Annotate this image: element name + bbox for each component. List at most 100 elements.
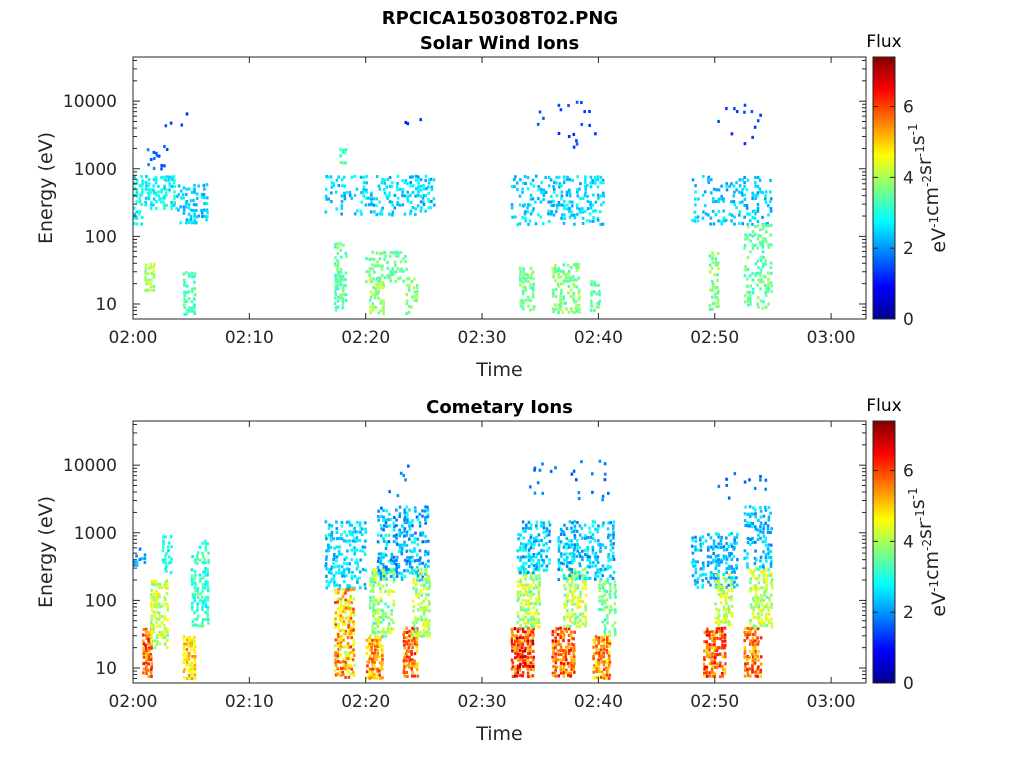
flux-cell: [728, 212, 731, 216]
flux-cell: [724, 579, 728, 583]
flux-cell: [161, 549, 165, 553]
flux-cell: [135, 191, 139, 195]
flux-cell: [513, 648, 517, 652]
flux-cell: [575, 100, 579, 104]
flux-cell: [595, 663, 598, 667]
flux-cell: [719, 545, 723, 549]
flux-cell: [150, 272, 153, 276]
flux-cell: [610, 608, 614, 612]
flux-cell: [554, 181, 558, 185]
flux-cell: [149, 620, 153, 624]
flux-cell: [572, 637, 575, 641]
flux-cell: [377, 615, 381, 619]
flux-cell: [754, 643, 758, 647]
colorbar-label: eV-1cm-2sr-1s-1: [906, 123, 950, 252]
flux-cell: [153, 602, 156, 606]
flux-cell: [568, 587, 572, 591]
flux-cell: [559, 304, 562, 308]
flux-cell: [592, 666, 596, 670]
flux-cell: [519, 558, 522, 562]
flux-cell: [196, 614, 200, 618]
flux-cell: [542, 193, 546, 197]
flux-cell: [769, 562, 773, 566]
flux-cell: [427, 622, 430, 626]
flux-cell: [368, 203, 371, 207]
flux-cell: [762, 514, 766, 518]
flux-cell: [335, 559, 338, 563]
flux-cell: [344, 622, 347, 626]
flux-cell: [749, 603, 753, 607]
flux-cell: [547, 175, 551, 179]
flux-cell: [152, 626, 156, 630]
flux-cell: [762, 550, 765, 554]
flux-cell: [576, 605, 579, 609]
flux-cell: [394, 250, 398, 254]
flux-cell: [415, 649, 419, 653]
flux-cell: [545, 542, 548, 546]
flux-cell: [609, 557, 613, 561]
flux-cell: [349, 612, 352, 616]
flux-cell: [722, 197, 725, 201]
flux-cell: [200, 195, 204, 199]
flux-cell: [430, 188, 434, 192]
flux-cell: [717, 304, 720, 308]
flux-cell: [538, 596, 541, 600]
flux-cell: [519, 673, 522, 677]
flux-cell: [382, 567, 385, 571]
flux-cell: [717, 582, 721, 586]
flux-cell: [153, 639, 156, 643]
x-tick-label: 02:40: [574, 328, 623, 348]
flux-cell: [764, 290, 767, 294]
flux-cell: [195, 192, 199, 196]
flux-cell: [334, 663, 338, 667]
flux-cell: [153, 598, 157, 602]
flux-cell: [561, 213, 564, 217]
flux-cell: [158, 605, 162, 609]
flux-cell: [597, 667, 601, 671]
flux-cell: [385, 583, 388, 587]
flux-cell: [420, 608, 423, 612]
flux-cell: [510, 627, 514, 631]
flux-cell: [569, 615, 572, 619]
flux-cell: [743, 649, 747, 653]
flux-cell: [560, 552, 563, 556]
flux-cell: [411, 568, 414, 572]
flux-cell: [381, 286, 385, 290]
flux-cell: [756, 599, 760, 603]
flux-cell: [163, 642, 167, 646]
flux-cell: [518, 222, 522, 226]
flux-cell: [155, 592, 158, 596]
flux-cell: [762, 577, 766, 581]
flux-cell: [738, 213, 741, 217]
flux-cell: [339, 653, 342, 657]
flux-cell: [195, 208, 198, 212]
flux-cell: [149, 655, 153, 659]
flux-cell: [422, 184, 425, 188]
flux-cell: [756, 283, 759, 287]
flux-cell: [564, 276, 568, 280]
flux-cell: [142, 642, 146, 646]
flux-cell: [516, 555, 520, 559]
flux-cell: [573, 533, 577, 537]
flux-cell: [573, 300, 576, 304]
flux-cell: [379, 608, 383, 612]
flux-cell: [552, 213, 556, 217]
flux-cell: [560, 216, 563, 220]
flux-cell: [756, 220, 760, 224]
flux-cell: [724, 598, 728, 602]
flux-cell: [584, 187, 587, 191]
flux-cell: [150, 598, 154, 602]
flux-cell: [711, 257, 714, 261]
flux-cell: [572, 291, 576, 295]
flux-cell: [337, 647, 340, 651]
flux-cell: [705, 576, 708, 580]
flux-cell: [353, 536, 356, 540]
flux-cell: [762, 574, 765, 578]
flux-cell: [413, 559, 417, 563]
flux-cell: [338, 584, 342, 588]
flux-cell: [760, 596, 763, 600]
flux-cell: [160, 175, 163, 179]
flux-cell: [583, 523, 587, 527]
flux-cell: [145, 668, 148, 672]
flux-cell: [599, 648, 603, 652]
